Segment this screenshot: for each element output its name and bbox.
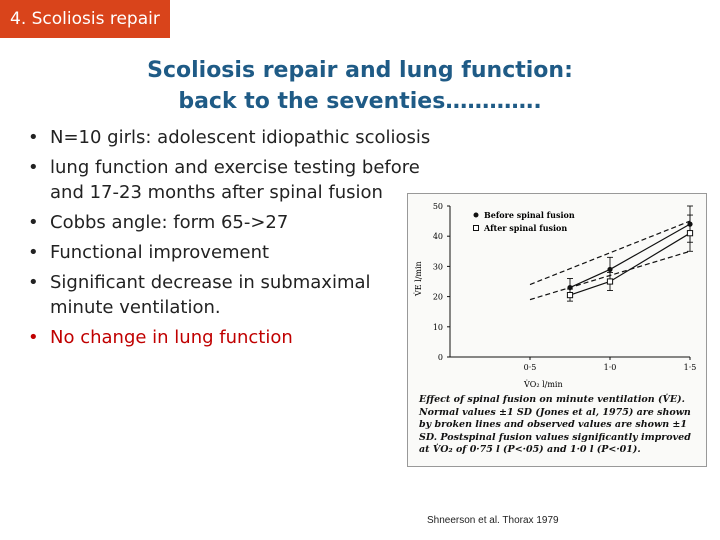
series-line-before [569, 223, 691, 289]
bullet-item: • Significant decrease in submaximal minu… [24, 270, 410, 320]
citation: Shneerson et al. Thorax 1979 [427, 515, 559, 526]
bullet-text: Cobbs angle: form 65->27 [50, 212, 289, 233]
legend-after-marker [473, 225, 479, 231]
data-point-after [566, 291, 574, 299]
bullet-item: • Cobbs angle: form 65->27 [24, 210, 464, 235]
figure-panel: V̇E l/min V̇O₂ l/min Before spinal fusio… [407, 193, 707, 467]
slide-title-line2: back to the seventies…………. [178, 89, 542, 114]
bullet-item: • lung function and exercise testing befo… [24, 155, 440, 205]
y-axis-label: V̇E l/min [414, 261, 423, 297]
legend-before-label: Before spinal fusion [484, 210, 575, 220]
legend-before-marker [473, 212, 479, 218]
slide-title-line1: Scoliosis repair and lung function: [147, 58, 573, 83]
bullet-item: • Functional improvement [24, 240, 464, 265]
x-axis-label: V̇O₂ l/min [523, 380, 563, 389]
bullet-item: • N=10 girls: adolescent idiopathic scoli… [24, 125, 464, 150]
bullet-text: Functional improvement [50, 242, 270, 263]
x-tick-label: 1·5 [684, 363, 697, 372]
bullet-dot-icon: • [28, 127, 39, 148]
y-tick-label: 10 [433, 323, 443, 332]
section-tag: 4. Scoliosis repair [0, 0, 170, 38]
bullet-text: N=10 girls: adolescent idiopathic scolio… [50, 127, 431, 148]
x-tick-label: 0·5 [524, 363, 537, 372]
data-point-before [607, 266, 613, 273]
figure-caption: Effect of spinal fusion on minute ventil… [419, 394, 691, 456]
bullet-text: No change in lung function [50, 327, 293, 348]
y-tick-label: 40 [433, 232, 443, 241]
data-point-after [686, 230, 694, 237]
bullet-dot-icon: • [28, 157, 39, 178]
bullet-dot-icon: • [28, 242, 39, 263]
y-tick-label: 30 [433, 262, 443, 271]
y-tick-label: 0 [438, 353, 443, 362]
ventilation-chart: V̇E l/min V̇O₂ l/min Before spinal fusio… [414, 202, 697, 389]
y-tick-label: 20 [433, 293, 443, 302]
slide-title: Scoliosis repair and lung function: back… [0, 55, 720, 117]
data-point-after [606, 278, 614, 285]
bullet-dot-icon: • [28, 212, 39, 233]
bullet-dot-icon: • [28, 327, 39, 348]
series-line-after [569, 232, 691, 296]
y-tick-label: 50 [433, 202, 443, 211]
bullet-text: Significant decrease in submaximal minut… [50, 272, 371, 318]
bullet-text: lung function and exercise testing befor… [50, 157, 420, 203]
bullet-list: • N=10 girls: adolescent idiopathic scoli… [24, 125, 464, 355]
normal-range-line [529, 220, 691, 286]
x-tick-label: 1·0 [604, 363, 617, 372]
legend-after-label: After spinal fusion [483, 223, 567, 233]
bullet-dot-icon: • [28, 272, 39, 293]
bullet-item-highlight: • No change in lung function [24, 325, 464, 350]
